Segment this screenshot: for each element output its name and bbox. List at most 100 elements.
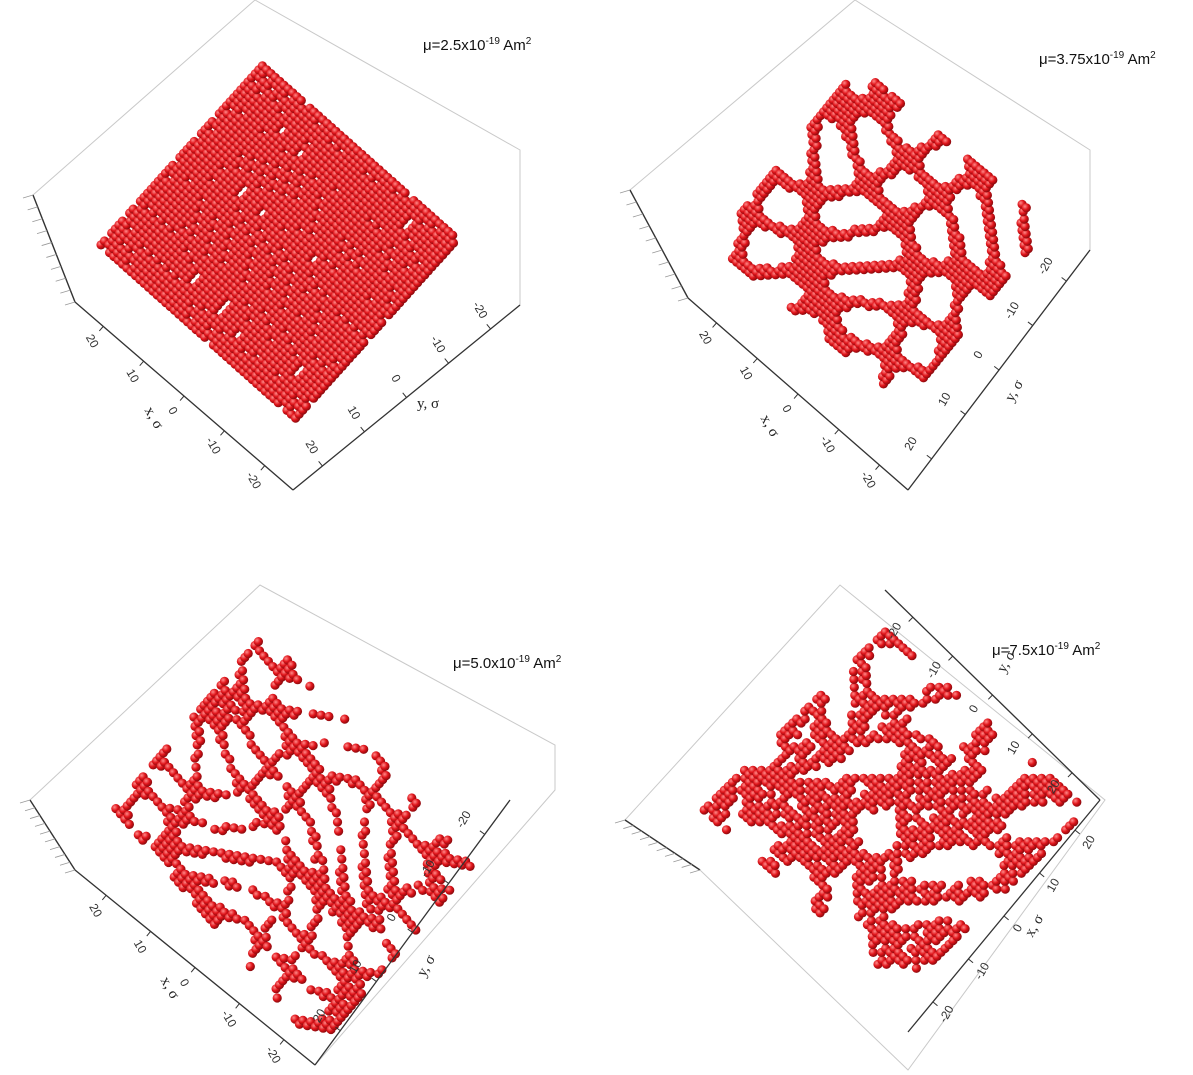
particle <box>332 817 343 827</box>
a-tick-label: -10 <box>203 434 224 456</box>
z-axis-line <box>29 799 76 871</box>
particle <box>360 858 371 868</box>
particle <box>822 884 832 894</box>
particle <box>365 800 375 810</box>
particle <box>810 152 820 162</box>
particle <box>363 876 373 886</box>
particle <box>861 663 871 673</box>
particle <box>953 880 964 890</box>
particle <box>1000 884 1010 894</box>
particle <box>950 222 960 232</box>
particle <box>1038 797 1048 807</box>
particle <box>253 637 263 647</box>
particle <box>728 785 738 795</box>
particles-group <box>699 627 1082 973</box>
a-axis-tick <box>179 395 185 401</box>
particle <box>293 675 303 685</box>
z-axis-tick <box>27 206 38 211</box>
particle <box>912 243 922 253</box>
particle <box>770 868 781 878</box>
particle <box>984 205 995 215</box>
particle <box>847 124 857 134</box>
particle <box>1021 797 1031 807</box>
particle <box>245 730 255 740</box>
particle <box>192 772 202 782</box>
particle <box>990 242 1000 252</box>
particle <box>813 174 823 184</box>
particle <box>221 790 231 800</box>
particle <box>890 876 900 886</box>
particle <box>296 95 306 106</box>
a-tick-label: 10 <box>1004 738 1023 757</box>
particle <box>141 831 151 841</box>
particle <box>196 736 206 746</box>
mu-prefix: μ=3.75x10 <box>1039 51 1110 68</box>
particle <box>231 705 241 715</box>
particle <box>309 949 320 959</box>
particle <box>1002 833 1012 843</box>
particle <box>877 639 887 649</box>
a-axis-tick <box>1067 772 1073 778</box>
particle <box>375 915 385 925</box>
particle <box>208 878 219 888</box>
particle <box>197 818 208 828</box>
particle <box>337 854 347 864</box>
a-axis-tick <box>260 465 266 471</box>
particle <box>728 793 738 803</box>
particle <box>911 963 921 973</box>
particle <box>388 867 399 877</box>
particle <box>996 260 1006 270</box>
particle <box>841 79 851 89</box>
a-axis-tick <box>98 326 104 332</box>
particle <box>885 371 895 381</box>
particle <box>844 746 854 756</box>
z-axis-tick <box>681 864 692 868</box>
particle <box>209 847 219 857</box>
particle <box>142 777 153 787</box>
z-axis-tick <box>64 869 76 874</box>
particle <box>1021 229 1031 239</box>
particle <box>848 666 859 677</box>
particle <box>252 890 262 900</box>
mu-unit-exponent: 2 <box>555 654 562 665</box>
z-axis-tick <box>24 807 36 812</box>
particle <box>988 175 998 185</box>
particle <box>957 785 967 795</box>
mu-prefix: μ=7.5x10 <box>992 642 1055 659</box>
z-axis-tick <box>22 194 34 199</box>
particle <box>893 856 903 866</box>
particle <box>836 754 846 764</box>
particle <box>986 220 997 230</box>
particle <box>903 813 913 823</box>
particle <box>359 849 369 859</box>
particle <box>261 932 271 942</box>
particle <box>292 706 303 716</box>
particle <box>224 713 234 723</box>
particle <box>297 974 307 984</box>
a-tick-label: 0 <box>966 702 982 715</box>
particle <box>879 85 889 95</box>
particle <box>925 833 935 843</box>
particle <box>943 682 953 692</box>
particle <box>1053 833 1063 843</box>
particle <box>868 872 878 882</box>
z-axis-tick <box>46 254 57 258</box>
particle <box>985 841 995 851</box>
chart-panel-3: 20 10 0 -10 -20 x, σ 20 10 0 -10 -20 y, σ μ=5.0x10-… <box>0 537 596 1074</box>
mu-exponent: -19 <box>485 36 500 47</box>
b-axis-tick <box>926 454 932 460</box>
particle <box>876 864 886 874</box>
particle <box>862 678 872 688</box>
particle <box>933 892 943 902</box>
particle <box>275 821 285 831</box>
particle <box>331 808 341 818</box>
z-axis-tick <box>652 249 663 254</box>
b-axis-tick <box>1039 872 1045 878</box>
particle <box>356 989 367 999</box>
particle <box>361 826 371 836</box>
particle <box>377 965 387 975</box>
particle <box>892 841 902 851</box>
particle <box>308 709 318 719</box>
particle <box>245 961 255 972</box>
particle <box>992 884 1002 894</box>
